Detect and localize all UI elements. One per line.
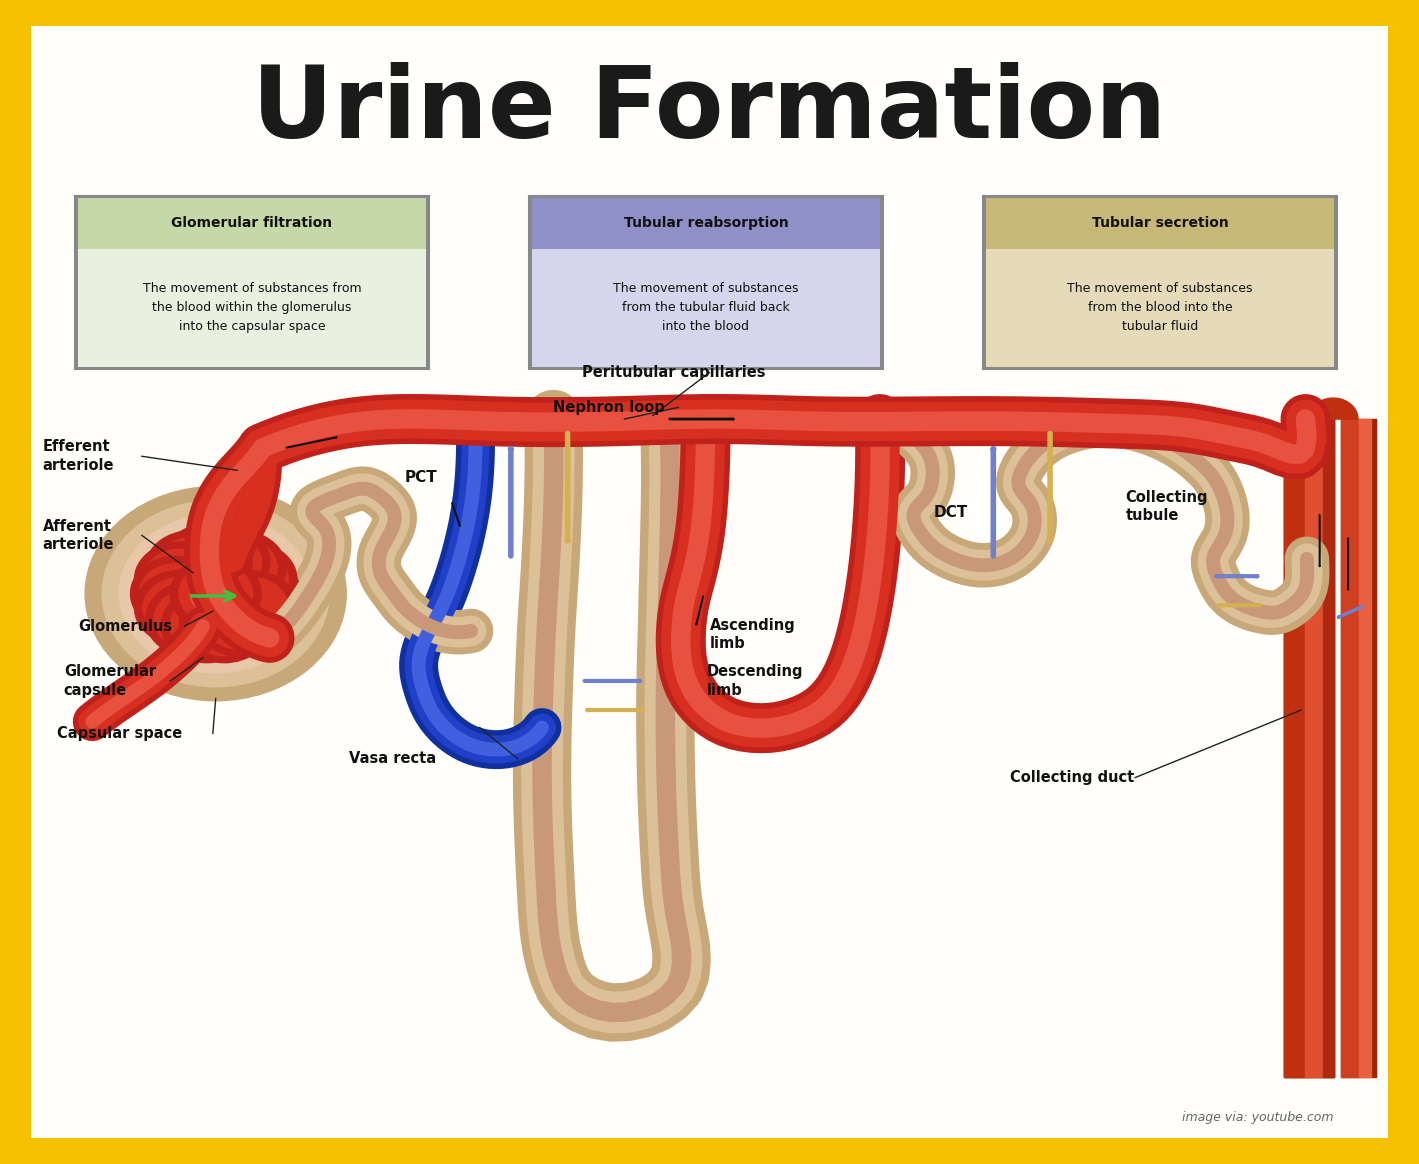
Circle shape xyxy=(162,525,253,599)
Circle shape xyxy=(179,525,270,599)
Circle shape xyxy=(162,588,253,662)
Circle shape xyxy=(203,589,277,650)
Circle shape xyxy=(102,501,329,687)
Text: DCT: DCT xyxy=(934,505,968,519)
Text: The movement of substances from
the blood within the glomerulus
into the capsula: The movement of substances from the bloo… xyxy=(142,282,362,333)
Circle shape xyxy=(155,538,228,598)
Circle shape xyxy=(179,588,270,662)
Text: PCT: PCT xyxy=(404,470,437,484)
Circle shape xyxy=(119,514,312,673)
Text: Ascending
limb: Ascending limb xyxy=(710,618,795,651)
Circle shape xyxy=(179,563,253,624)
FancyBboxPatch shape xyxy=(986,248,1334,367)
Circle shape xyxy=(170,595,244,655)
Circle shape xyxy=(135,542,226,617)
Circle shape xyxy=(143,577,217,638)
FancyBboxPatch shape xyxy=(986,198,1334,248)
Circle shape xyxy=(206,542,297,617)
Text: image via: youtube.com: image via: youtube.com xyxy=(1182,1110,1334,1124)
Text: Glomerular filtration: Glomerular filtration xyxy=(172,217,332,230)
Circle shape xyxy=(214,549,288,610)
Text: Descending
limb: Descending limb xyxy=(707,665,803,697)
FancyBboxPatch shape xyxy=(75,196,429,369)
Text: Glomerular
capsule: Glomerular capsule xyxy=(64,665,156,697)
Text: Efferent
arteriole: Efferent arteriole xyxy=(43,440,114,473)
Text: Afferent
arteriole: Afferent arteriole xyxy=(43,519,114,552)
Circle shape xyxy=(146,531,237,605)
FancyBboxPatch shape xyxy=(78,248,426,367)
Polygon shape xyxy=(1308,398,1358,419)
Text: Capsular space: Capsular space xyxy=(57,726,182,740)
Circle shape xyxy=(85,487,346,701)
Circle shape xyxy=(210,556,301,631)
FancyBboxPatch shape xyxy=(31,26,1388,1138)
Circle shape xyxy=(187,532,261,592)
Text: Collecting
tubule: Collecting tubule xyxy=(1125,490,1208,523)
Text: The movement of substances
from the blood into the
tubular fluid: The movement of substances from the bloo… xyxy=(1067,282,1253,333)
FancyBboxPatch shape xyxy=(983,196,1337,369)
Circle shape xyxy=(170,556,261,631)
Circle shape xyxy=(203,538,277,598)
Circle shape xyxy=(131,556,221,631)
Circle shape xyxy=(139,563,213,624)
Text: Glomerulus: Glomerulus xyxy=(78,619,172,633)
Circle shape xyxy=(194,531,285,605)
Text: Peritubular capillaries: Peritubular capillaries xyxy=(582,365,765,379)
Text: Urine Formation: Urine Formation xyxy=(253,62,1166,159)
FancyBboxPatch shape xyxy=(532,198,880,248)
Circle shape xyxy=(143,549,217,610)
FancyBboxPatch shape xyxy=(532,248,880,367)
Circle shape xyxy=(194,582,285,656)
Circle shape xyxy=(170,532,244,592)
Circle shape xyxy=(190,573,241,615)
Text: Tubular secretion: Tubular secretion xyxy=(1091,217,1229,230)
Text: The movement of substances
from the tubular fluid back
into the blood: The movement of substances from the tubu… xyxy=(613,282,799,333)
Text: Collecting duct: Collecting duct xyxy=(1010,771,1135,785)
Text: Nephron loop: Nephron loop xyxy=(553,400,666,414)
Text: Vasa recta: Vasa recta xyxy=(349,752,436,766)
Circle shape xyxy=(155,589,228,650)
Text: Tubular reabsorption: Tubular reabsorption xyxy=(623,217,789,230)
FancyBboxPatch shape xyxy=(78,198,426,248)
Circle shape xyxy=(206,570,297,645)
Circle shape xyxy=(187,595,261,655)
Circle shape xyxy=(146,582,237,656)
Circle shape xyxy=(219,563,292,624)
Circle shape xyxy=(214,577,288,638)
FancyBboxPatch shape xyxy=(529,196,883,369)
Circle shape xyxy=(135,570,226,645)
